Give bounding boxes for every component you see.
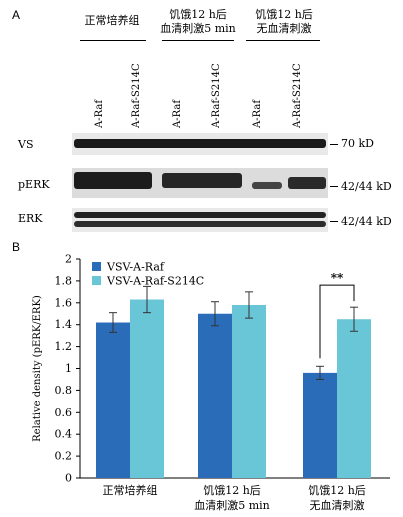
y-tick-label: 0.4: [55, 428, 73, 441]
band-perk-3: [252, 182, 282, 189]
y-tick-label: 2: [65, 253, 72, 266]
band-erk-lower: [74, 221, 326, 227]
row-label-vs: VS: [18, 138, 34, 151]
bar: [232, 304, 266, 478]
blot-erk: [72, 208, 328, 232]
group-header-1: 正常培养组: [76, 14, 148, 28]
y-tick-label: 1.6: [55, 296, 73, 309]
legend-swatch: [92, 262, 101, 271]
row-label-erk: ERK: [18, 212, 43, 225]
band-perk-1: [74, 172, 152, 189]
group-header-1-line1: 正常培养组: [84, 14, 140, 27]
y-tick-label: 0.8: [55, 384, 73, 397]
band-vs: [74, 139, 326, 148]
group-underline-2: [162, 40, 234, 41]
band-erk-upper: [74, 212, 326, 218]
group-underline-3: [246, 40, 320, 41]
x-category-label: 血清刺激5 min: [194, 498, 270, 512]
panel-a-label: A: [12, 8, 21, 22]
marker-label-erk: 42/44 kD: [341, 215, 392, 228]
legend-label: VSV-A-Raf-S214C: [106, 275, 204, 288]
group-header-2: 饥饿12 h后 血清刺激5 min: [158, 8, 238, 36]
y-tick-label: 0.2: [55, 450, 73, 463]
y-tick-label: 1.4: [55, 318, 73, 331]
group-underline-1: [80, 40, 146, 41]
marker-tick-erk: [330, 221, 338, 222]
bar: [198, 313, 232, 478]
y-tick-label: 0.6: [55, 406, 73, 419]
significance-bracket: [319, 284, 355, 359]
y-tick-label: 1.2: [55, 340, 73, 353]
y-tick-label: 1.8: [55, 274, 73, 287]
panel-b-label: B: [12, 240, 21, 254]
x-category-label: 无血清刺激: [310, 498, 365, 512]
significance-label: **: [331, 271, 344, 285]
marker-label-vs: 70 kD: [341, 137, 374, 150]
legend-label: VSV-A-Raf: [106, 261, 165, 274]
bar: [130, 299, 164, 478]
legend-swatch: [92, 276, 101, 285]
band-perk-4: [288, 177, 326, 189]
group-header-2-line1: 饥饿12 h后: [169, 8, 227, 21]
marker-tick-vs: [330, 144, 338, 145]
bar: [303, 372, 337, 478]
y-tick-label: 1: [65, 362, 72, 375]
band-perk-2: [162, 173, 242, 188]
x-category-label: 饥饿12 h后: [308, 483, 366, 497]
group-header-3-line1: 饥饿12 h后: [255, 8, 313, 21]
group-header-3: 饥饿12 h后 无血清刺激: [244, 8, 324, 36]
bar: [337, 319, 371, 478]
group-header-3-line2: 无血清刺激: [256, 22, 312, 35]
blot-perk: [72, 168, 328, 198]
y-axis-label: Relative density (pERK/ERK): [32, 295, 43, 442]
x-category-label: 正常培养组: [103, 483, 158, 497]
marker-label-perk: 42/44 kD: [341, 180, 392, 193]
y-tick-label: 0: [65, 472, 72, 485]
row-label-perk: pERK: [18, 178, 50, 191]
bar: [96, 322, 130, 478]
x-category-label: 饥饿12 h后: [203, 483, 261, 497]
marker-tick-perk: [330, 186, 338, 187]
blot-vs: [72, 133, 328, 155]
group-header-2-line2: 血清刺激5 min: [160, 22, 236, 35]
